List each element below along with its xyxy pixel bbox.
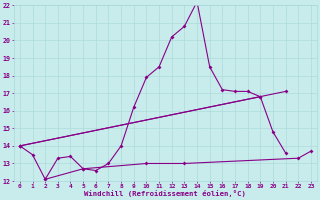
X-axis label: Windchill (Refroidissement éolien,°C): Windchill (Refroidissement éolien,°C) [84, 190, 246, 197]
